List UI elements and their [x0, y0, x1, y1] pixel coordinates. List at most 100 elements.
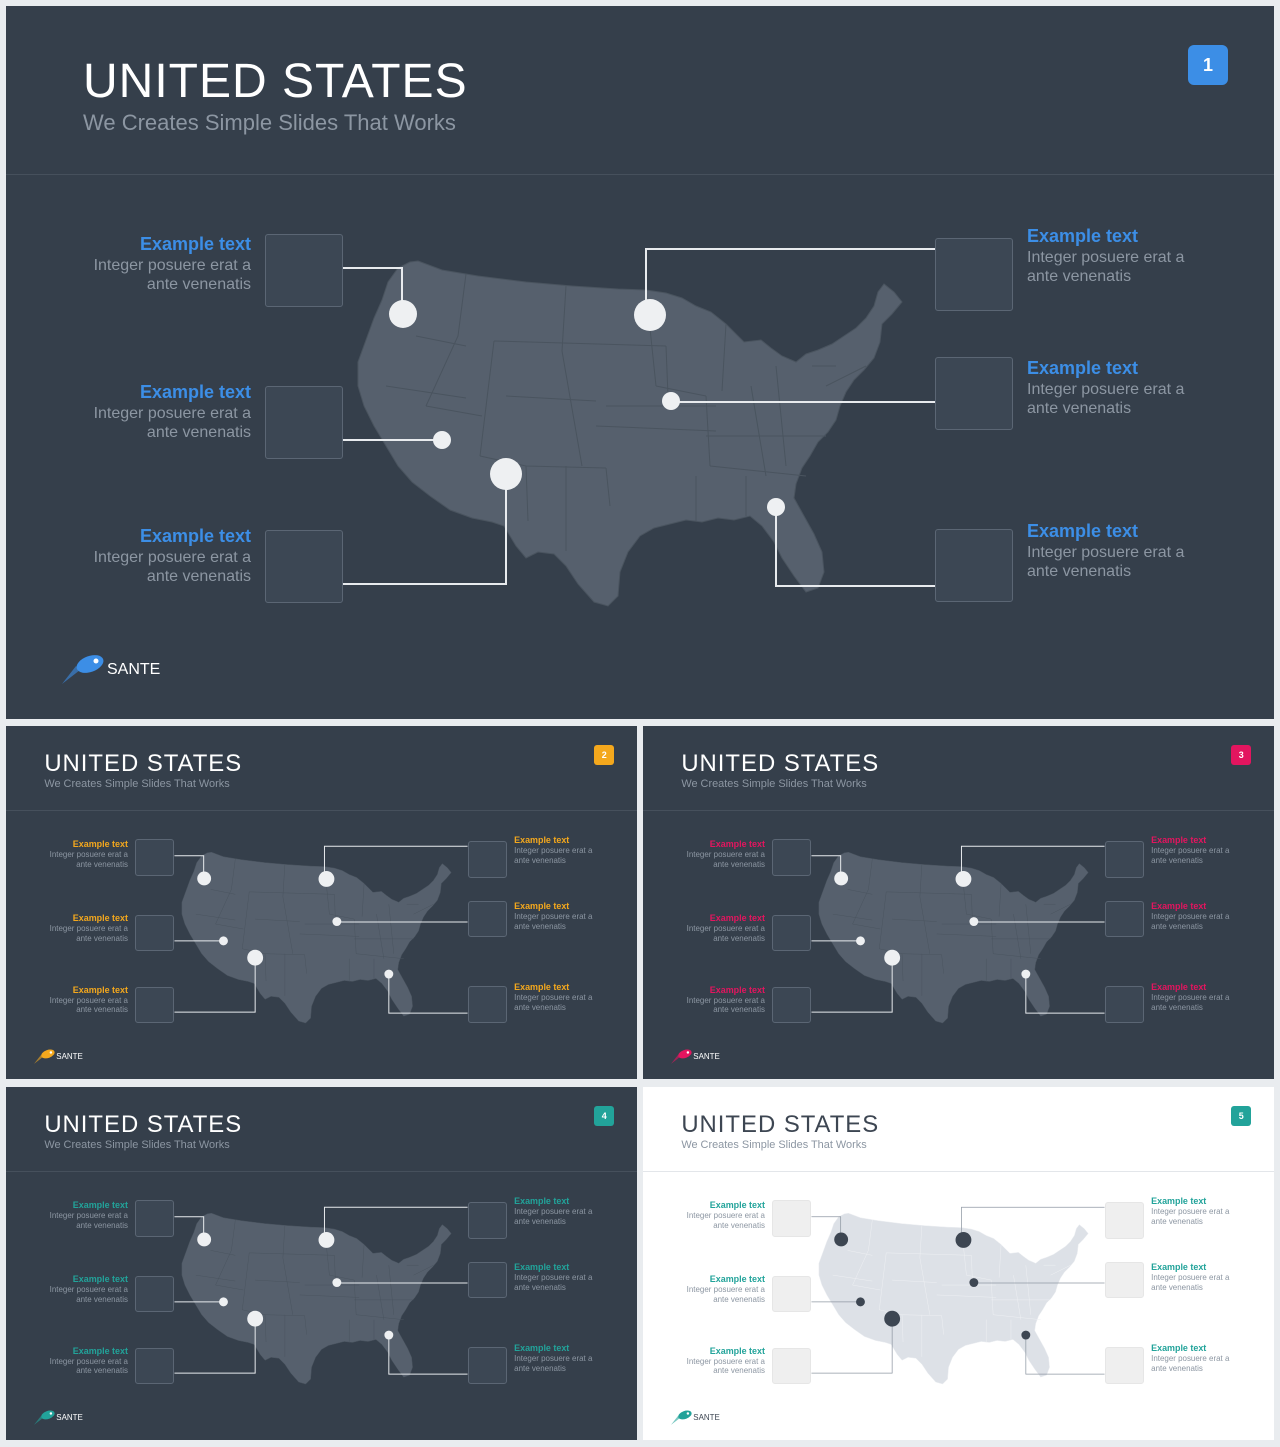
location-marker — [318, 871, 335, 887]
callout-description: Integer posuere erat a ante venenatis — [1151, 846, 1229, 865]
callout-label: Example text — [72, 839, 128, 850]
callout-description-line-2: ante venenatis — [1027, 268, 1132, 286]
placeholder-box[interactable] — [1105, 1261, 1145, 1299]
state-border — [847, 1250, 873, 1256]
callout-label: Example text — [709, 913, 765, 924]
slide-1[interactable]: UNITED STATES We Creates Simple Slides Th… — [6, 6, 1274, 719]
placeholder-box[interactable] — [771, 1347, 811, 1385]
connector-line — [811, 1318, 893, 1374]
placeholder-box[interactable] — [468, 841, 508, 878]
callout-description-line-1: Integer posuere erat a — [1151, 1354, 1230, 1364]
state-border — [825, 365, 867, 387]
location-marker — [219, 936, 228, 946]
callout-description-line-1: Integer posuere erat a — [686, 850, 765, 860]
state-border — [971, 1255, 973, 1281]
state-border — [561, 285, 567, 352]
placeholder-box[interactable] — [134, 915, 174, 952]
state-border — [721, 323, 727, 392]
callout-description-line-2: ante venenatis — [76, 1366, 128, 1376]
callout-label: Example text — [1151, 1262, 1207, 1273]
placeholder-box[interactable] — [265, 386, 343, 459]
page-title: UNITED STATES — [681, 749, 880, 777]
placeholder-box[interactable] — [134, 1200, 174, 1237]
slide-5[interactable]: UNITED STATES We Creates Simple Slides Th… — [643, 1087, 1274, 1440]
callout-label: Example text — [709, 1345, 765, 1356]
placeholder-box[interactable] — [935, 238, 1013, 311]
page-title: UNITED STATES — [44, 749, 243, 777]
callout-description: Integer posuere erat a ante venenatis — [514, 912, 592, 931]
location-marker — [634, 299, 666, 331]
callout-description-line-2: ante venenatis — [76, 1294, 128, 1304]
state-border — [242, 1252, 250, 1310]
state-border — [255, 1279, 300, 1283]
placeholder-box[interactable] — [771, 1276, 811, 1313]
slide-4[interactable]: UNITED STATES We Creates Simple Slides Th… — [6, 1087, 637, 1440]
callout-description-line-1: Integer posuere erat a — [49, 1356, 128, 1366]
placeholder-box[interactable] — [1105, 900, 1145, 938]
location-marker — [197, 871, 212, 886]
connector-line — [775, 507, 935, 587]
state-border — [493, 340, 667, 347]
placeholder-box[interactable] — [771, 986, 811, 1024]
page-subtitle: We Creates Simple Slides That Works — [681, 1138, 867, 1151]
placeholder-box[interactable] — [468, 1261, 508, 1299]
placeholder-box[interactable] — [1105, 986, 1145, 1023]
location-marker — [884, 1310, 901, 1327]
placeholder-box[interactable] — [265, 530, 343, 603]
placeholder-box[interactable] — [468, 1347, 508, 1384]
placeholder-box[interactable] — [935, 529, 1013, 602]
placeholder-box[interactable] — [771, 839, 811, 876]
state-border — [388, 904, 395, 954]
state-border — [605, 467, 611, 507]
placeholder-box[interactable] — [134, 986, 174, 1024]
location-marker — [384, 969, 394, 979]
callout-description: Integer posuere erat a ante venenatis — [50, 1211, 128, 1230]
placeholder-box[interactable] — [134, 839, 174, 876]
state-border — [242, 891, 250, 949]
callout-description-line-1: Integer posuere erat a — [514, 1354, 593, 1364]
state-border — [264, 953, 267, 981]
callout-description-line-1: Integer posuere erat a — [93, 549, 251, 566]
location-marker — [332, 1278, 342, 1288]
callout-description: Integer posuere erat a ante venenatis — [1027, 543, 1184, 581]
callout-label: Example text — [72, 984, 128, 995]
callout-label: Example text — [1151, 1196, 1207, 1207]
callout-description-line-2: ante venenatis — [1151, 1282, 1203, 1292]
state-border — [655, 385, 707, 397]
placeholder-box[interactable] — [935, 357, 1013, 430]
callout-description: Integer posuere erat a ante venenatis — [50, 1357, 128, 1376]
callout-description: Integer posuere erat a ante venenatis — [514, 1273, 592, 1292]
placeholder-box[interactable] — [468, 986, 508, 1023]
location-marker — [197, 1232, 212, 1247]
page-subtitle: We Creates Simple Slides That Works — [44, 1138, 230, 1151]
placeholder-box[interactable] — [1105, 1202, 1145, 1239]
state-border — [356, 1314, 404, 1320]
callout-label: Example text — [139, 526, 251, 546]
placeholder-box[interactable] — [134, 1347, 174, 1385]
placeholder-box[interactable] — [771, 1200, 811, 1237]
slide-2[interactable]: UNITED STATES We Creates Simple Slides Th… — [6, 726, 637, 1079]
usa-map — [343, 248, 935, 607]
placeholder-box[interactable] — [771, 915, 811, 952]
placeholder-box[interactable] — [468, 1202, 508, 1239]
state-border — [919, 864, 923, 897]
callout-description-line-2: ante venenatis — [514, 1363, 566, 1373]
callout-description-line-1: Integer posuere erat a — [686, 995, 765, 1005]
state-border — [993, 953, 1041, 959]
placeholder-box[interactable] — [468, 900, 508, 938]
placeholder-box[interactable] — [1105, 1347, 1145, 1384]
callout-description-line-1: Integer posuere erat a — [1027, 544, 1185, 561]
location-marker — [389, 300, 417, 328]
callout-description-line-1: Integer posuere erat a — [1151, 912, 1230, 922]
callout-label: Example text — [72, 1274, 128, 1285]
callout-label: Example text — [1151, 982, 1207, 993]
state-border — [1050, 1265, 1071, 1276]
connector-line — [1025, 1335, 1105, 1375]
placeholder-box[interactable] — [265, 234, 343, 307]
callout-description-line-1: Integer posuere erat a — [514, 912, 593, 922]
callout-label: Example text — [139, 234, 251, 254]
slide-3[interactable]: UNITED STATES We Creates Simple Slides Th… — [643, 726, 1274, 1079]
placeholder-box[interactable] — [1105, 841, 1145, 878]
placeholder-box[interactable] — [134, 1276, 174, 1313]
header-divider — [643, 1170, 1274, 1172]
